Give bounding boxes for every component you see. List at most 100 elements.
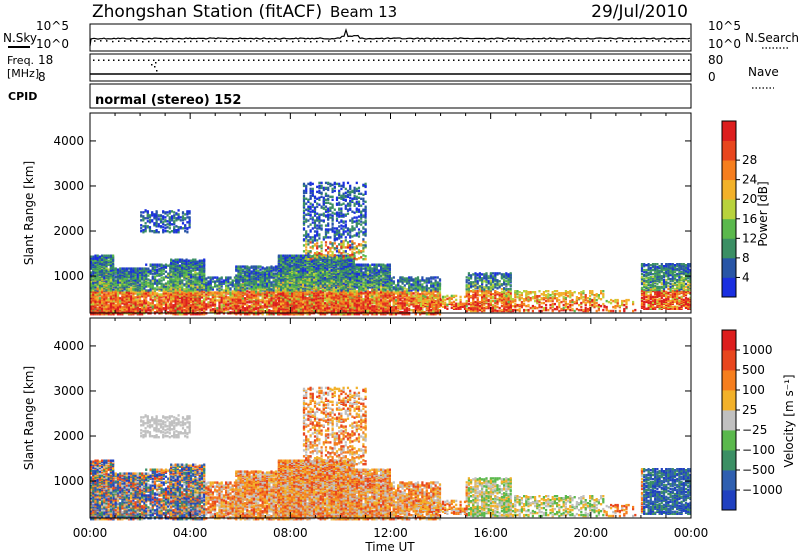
power-cell <box>112 279 115 282</box>
noise-search-dot <box>610 40 612 42</box>
power-cell <box>101 292 104 295</box>
nsearch-tick-top: 10^5 <box>708 19 741 33</box>
power-cell <box>156 263 159 266</box>
power-cell <box>164 301 168 304</box>
power-cell <box>147 267 150 270</box>
power-cell <box>189 269 193 272</box>
power-cell <box>112 254 115 257</box>
power-cell <box>112 310 115 313</box>
nave-dot <box>203 59 205 61</box>
power-cell <box>96 273 99 276</box>
power-cell <box>288 254 291 257</box>
noise-search-dot <box>232 40 234 43</box>
power-cell <box>248 287 251 290</box>
noise-search-dot <box>196 40 198 43</box>
power-cell <box>103 298 106 301</box>
power-cell <box>164 263 168 266</box>
power-cell <box>119 279 122 282</box>
power-cell <box>156 303 159 306</box>
power-cell <box>178 264 182 267</box>
noise-search-dot <box>154 40 156 43</box>
noise-search-dot <box>472 40 474 42</box>
power-cell <box>162 226 165 229</box>
power-cell <box>227 307 230 310</box>
power-cell <box>214 280 217 283</box>
power-cell <box>109 254 112 257</box>
power-cell <box>261 305 264 308</box>
power-cell <box>297 254 300 257</box>
power-cell <box>229 276 232 279</box>
power-cell <box>282 254 285 257</box>
power-cell <box>125 308 128 311</box>
nave-dot <box>268 59 270 61</box>
power-cell <box>246 265 249 268</box>
power-cell <box>127 306 131 309</box>
power-cell <box>186 227 189 230</box>
power-cell <box>192 273 195 276</box>
power-cell <box>244 270 247 273</box>
power-cell <box>130 300 133 303</box>
power-cell <box>90 307 93 310</box>
noise-search-dot <box>178 40 180 43</box>
power-cell <box>192 258 195 261</box>
nave-dot <box>188 59 190 61</box>
power-cell <box>184 224 187 227</box>
power-cell <box>274 265 277 268</box>
power-cell <box>134 267 137 270</box>
power-cell <box>114 294 117 297</box>
noise-search-dot <box>334 40 336 42</box>
nave-dot <box>318 59 320 61</box>
power-cell <box>274 272 277 275</box>
noise-search-dot <box>442 40 444 42</box>
power-cell <box>144 217 147 220</box>
power-cell <box>112 262 115 265</box>
power-cell <box>173 220 176 223</box>
nave-dot <box>563 59 565 61</box>
power-cell <box>310 291 313 294</box>
power-cell <box>179 219 182 222</box>
nave-dot <box>328 59 330 61</box>
power-cell <box>186 221 189 224</box>
power-cell <box>229 281 232 284</box>
power-cell <box>160 282 163 285</box>
power-cell <box>157 223 160 226</box>
nave-dot <box>613 59 615 61</box>
noise-search-dot <box>628 40 630 43</box>
power-cell <box>144 222 147 225</box>
noise-search-dot <box>460 40 462 43</box>
freq-unit-label: [MHz] <box>7 67 39 80</box>
nave-dot <box>368 59 370 61</box>
power-cell <box>293 271 296 274</box>
power-cell <box>252 265 255 268</box>
power-cell <box>153 298 157 301</box>
power-cell <box>291 267 294 270</box>
noise-search-dot <box>238 40 240 42</box>
power-cell <box>98 303 101 306</box>
nave-dot <box>258 59 260 61</box>
noise-search-dot <box>484 40 486 42</box>
power-cell <box>92 257 95 260</box>
power-cell <box>130 304 133 307</box>
power-cell <box>274 289 277 292</box>
power-cell <box>105 282 108 285</box>
noise-search-dot <box>496 40 498 43</box>
power-cell <box>107 268 110 271</box>
power-cell <box>144 209 147 212</box>
nave-dot <box>353 59 355 61</box>
power-cell <box>151 263 154 266</box>
noise-search-dot <box>274 40 276 42</box>
power-cell <box>116 279 120 282</box>
power-cell <box>158 286 161 289</box>
power-cell <box>140 219 143 222</box>
power-cell <box>119 272 122 275</box>
power-cell <box>200 259 204 262</box>
power-cell <box>181 286 184 289</box>
power-cell <box>216 299 219 302</box>
power-cell <box>96 296 99 299</box>
nave-dot <box>233 59 235 61</box>
nave-dot <box>538 59 540 61</box>
power-cell <box>125 267 128 270</box>
power-cell <box>127 276 131 279</box>
power-cell <box>147 301 150 304</box>
noise-search-dot <box>244 40 246 42</box>
